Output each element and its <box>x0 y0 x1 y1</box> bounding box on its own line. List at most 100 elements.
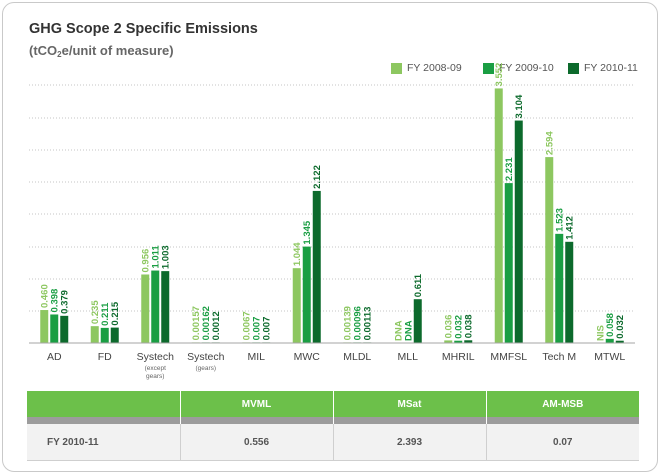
table-cell-am-msb: 0.07 <box>486 424 639 461</box>
x-tick-label: MWC <box>294 351 321 363</box>
bar <box>464 340 473 343</box>
table-header-am-msb: AM-MSB <box>486 391 639 417</box>
x-tick-label: Tech M <box>542 351 576 363</box>
bar-value-label: 0.215 <box>110 301 121 325</box>
bar-value-label: 0.460 <box>40 284 51 308</box>
bar-value-label: 2.122 <box>312 165 323 189</box>
bar-value-label: 0.0067 <box>242 311 253 340</box>
table-divider-cell <box>333 417 487 424</box>
subtitle-tail: e/unit of measure) <box>61 43 174 58</box>
supplementary-table: MVML MSat AM-MSB FY 2010-11 0.556 2.393 … <box>27 391 639 461</box>
x-tick-label: MHRIL <box>442 351 475 363</box>
chart-title: GHG Scope 2 Specific Emissions <box>29 21 258 37</box>
x-tick-note: gears) <box>146 373 164 380</box>
table-row-label: FY 2010-11 <box>27 424 181 461</box>
table-cell-msat: 2.393 <box>333 424 487 461</box>
table-header-mvml: MVML <box>180 391 334 417</box>
legend-item: FY 2008-09 <box>391 61 462 75</box>
bar <box>514 120 523 344</box>
bar-value-label: 1.003 <box>161 245 172 269</box>
bar-value-label: 1.011 <box>151 245 162 269</box>
bar-value-label: 0.0012 <box>211 311 222 340</box>
bar <box>413 299 422 343</box>
bar-value-label: 0.211 <box>100 302 111 326</box>
legend-swatch <box>391 62 402 74</box>
table-header-msat: MSat <box>333 391 487 417</box>
bar-value-label: 3.104 <box>514 94 525 118</box>
table-header-corner <box>27 391 181 417</box>
x-tick-label: MLL <box>398 351 419 363</box>
bar <box>605 338 614 343</box>
bar-value-label: 0.007 <box>262 317 273 341</box>
bar-value-label: 0.007 <box>252 317 263 341</box>
bar-value-label: 0.379 <box>60 290 71 314</box>
legend-item: FY 2009-10 <box>483 61 554 75</box>
bar-value-label: NIS <box>595 325 606 341</box>
bar-value-label: 1.523 <box>555 208 566 232</box>
x-tick-label: MMFSL <box>490 351 527 363</box>
bar-value-label: DNA <box>393 320 404 341</box>
bar-value-label: 0.00162 <box>201 306 212 340</box>
x-tick-label: MIL <box>247 351 265 363</box>
bar-value-label: 3.552 <box>494 63 505 87</box>
bar-value-label: 1.345 <box>302 220 313 244</box>
table-divider-cell <box>486 417 639 424</box>
bar <box>110 327 119 343</box>
bar <box>302 246 311 343</box>
legend-item: FY 2010-11 <box>568 61 638 75</box>
x-tick-label: Systech <box>137 351 175 363</box>
bar-value-label: 0.058 <box>605 313 616 337</box>
bar <box>555 233 564 343</box>
bar <box>100 327 109 343</box>
bar-value-label: 0.00113 <box>363 307 374 341</box>
bar <box>494 88 503 343</box>
bar-value-label: 0.00139 <box>343 306 354 340</box>
bar <box>504 183 513 343</box>
bar <box>90 326 99 343</box>
bar <box>312 190 321 343</box>
bar <box>141 274 150 343</box>
legend-swatch <box>568 62 579 74</box>
chart-legend: FY 2008-09 FY 2009-10 FY 2010-11 <box>3 61 657 75</box>
bar <box>40 310 49 343</box>
bar-value-label: 0.032 <box>615 315 626 339</box>
legend-label: FY 2010-11 <box>584 62 638 74</box>
bar <box>60 315 69 343</box>
chart-subtitle: (tCO2e/unit of measure) <box>29 43 174 59</box>
bar-value-label: 0.398 <box>50 289 61 313</box>
x-tick-note: (gears) <box>195 365 216 372</box>
table-row: FY 2010-11 0.556 2.393 0.07 <box>27 424 639 461</box>
bar <box>444 340 453 343</box>
legend-swatch <box>483 62 494 74</box>
bar-value-label: 1.412 <box>565 216 576 240</box>
bar-value-label: DNA <box>403 320 414 341</box>
bar-value-label: 0.032 <box>454 315 465 339</box>
bar-value-label: 2.231 <box>504 157 515 181</box>
subtitle-unit: (tCO <box>29 43 58 58</box>
bar <box>615 340 624 343</box>
x-tick-label: Systech <box>187 351 225 363</box>
table-cell-mvml: 0.556 <box>180 424 334 461</box>
bar <box>454 340 463 343</box>
bar-value-label: 0.00157 <box>191 306 202 340</box>
legend-label: FY 2008-09 <box>407 62 462 74</box>
bar-value-label: 0.235 <box>90 300 101 324</box>
bar-value-label: 0.038 <box>464 314 475 338</box>
bar-value-label: 0.036 <box>444 315 455 339</box>
x-tick-note: (except <box>145 365 167 372</box>
subtitle-subscript: 2 <box>57 50 62 59</box>
bar <box>151 270 160 343</box>
x-tick-label: MLDL <box>343 351 371 363</box>
table-header-divider <box>27 417 639 424</box>
table-divider-cell <box>27 417 181 424</box>
legend-label: FY 2009-10 <box>499 62 554 74</box>
x-tick-label: FD <box>98 351 112 363</box>
bar-value-label: 0.956 <box>141 249 152 273</box>
table-divider-cell <box>180 417 334 424</box>
bar-value-label: 2.594 <box>545 131 556 155</box>
chart-card: GHG Scope 2 Specific Emissions (tCO2e/un… <box>2 2 658 472</box>
bar <box>545 157 554 343</box>
bar-value-label: 1.044 <box>292 242 303 266</box>
bar <box>50 314 59 343</box>
